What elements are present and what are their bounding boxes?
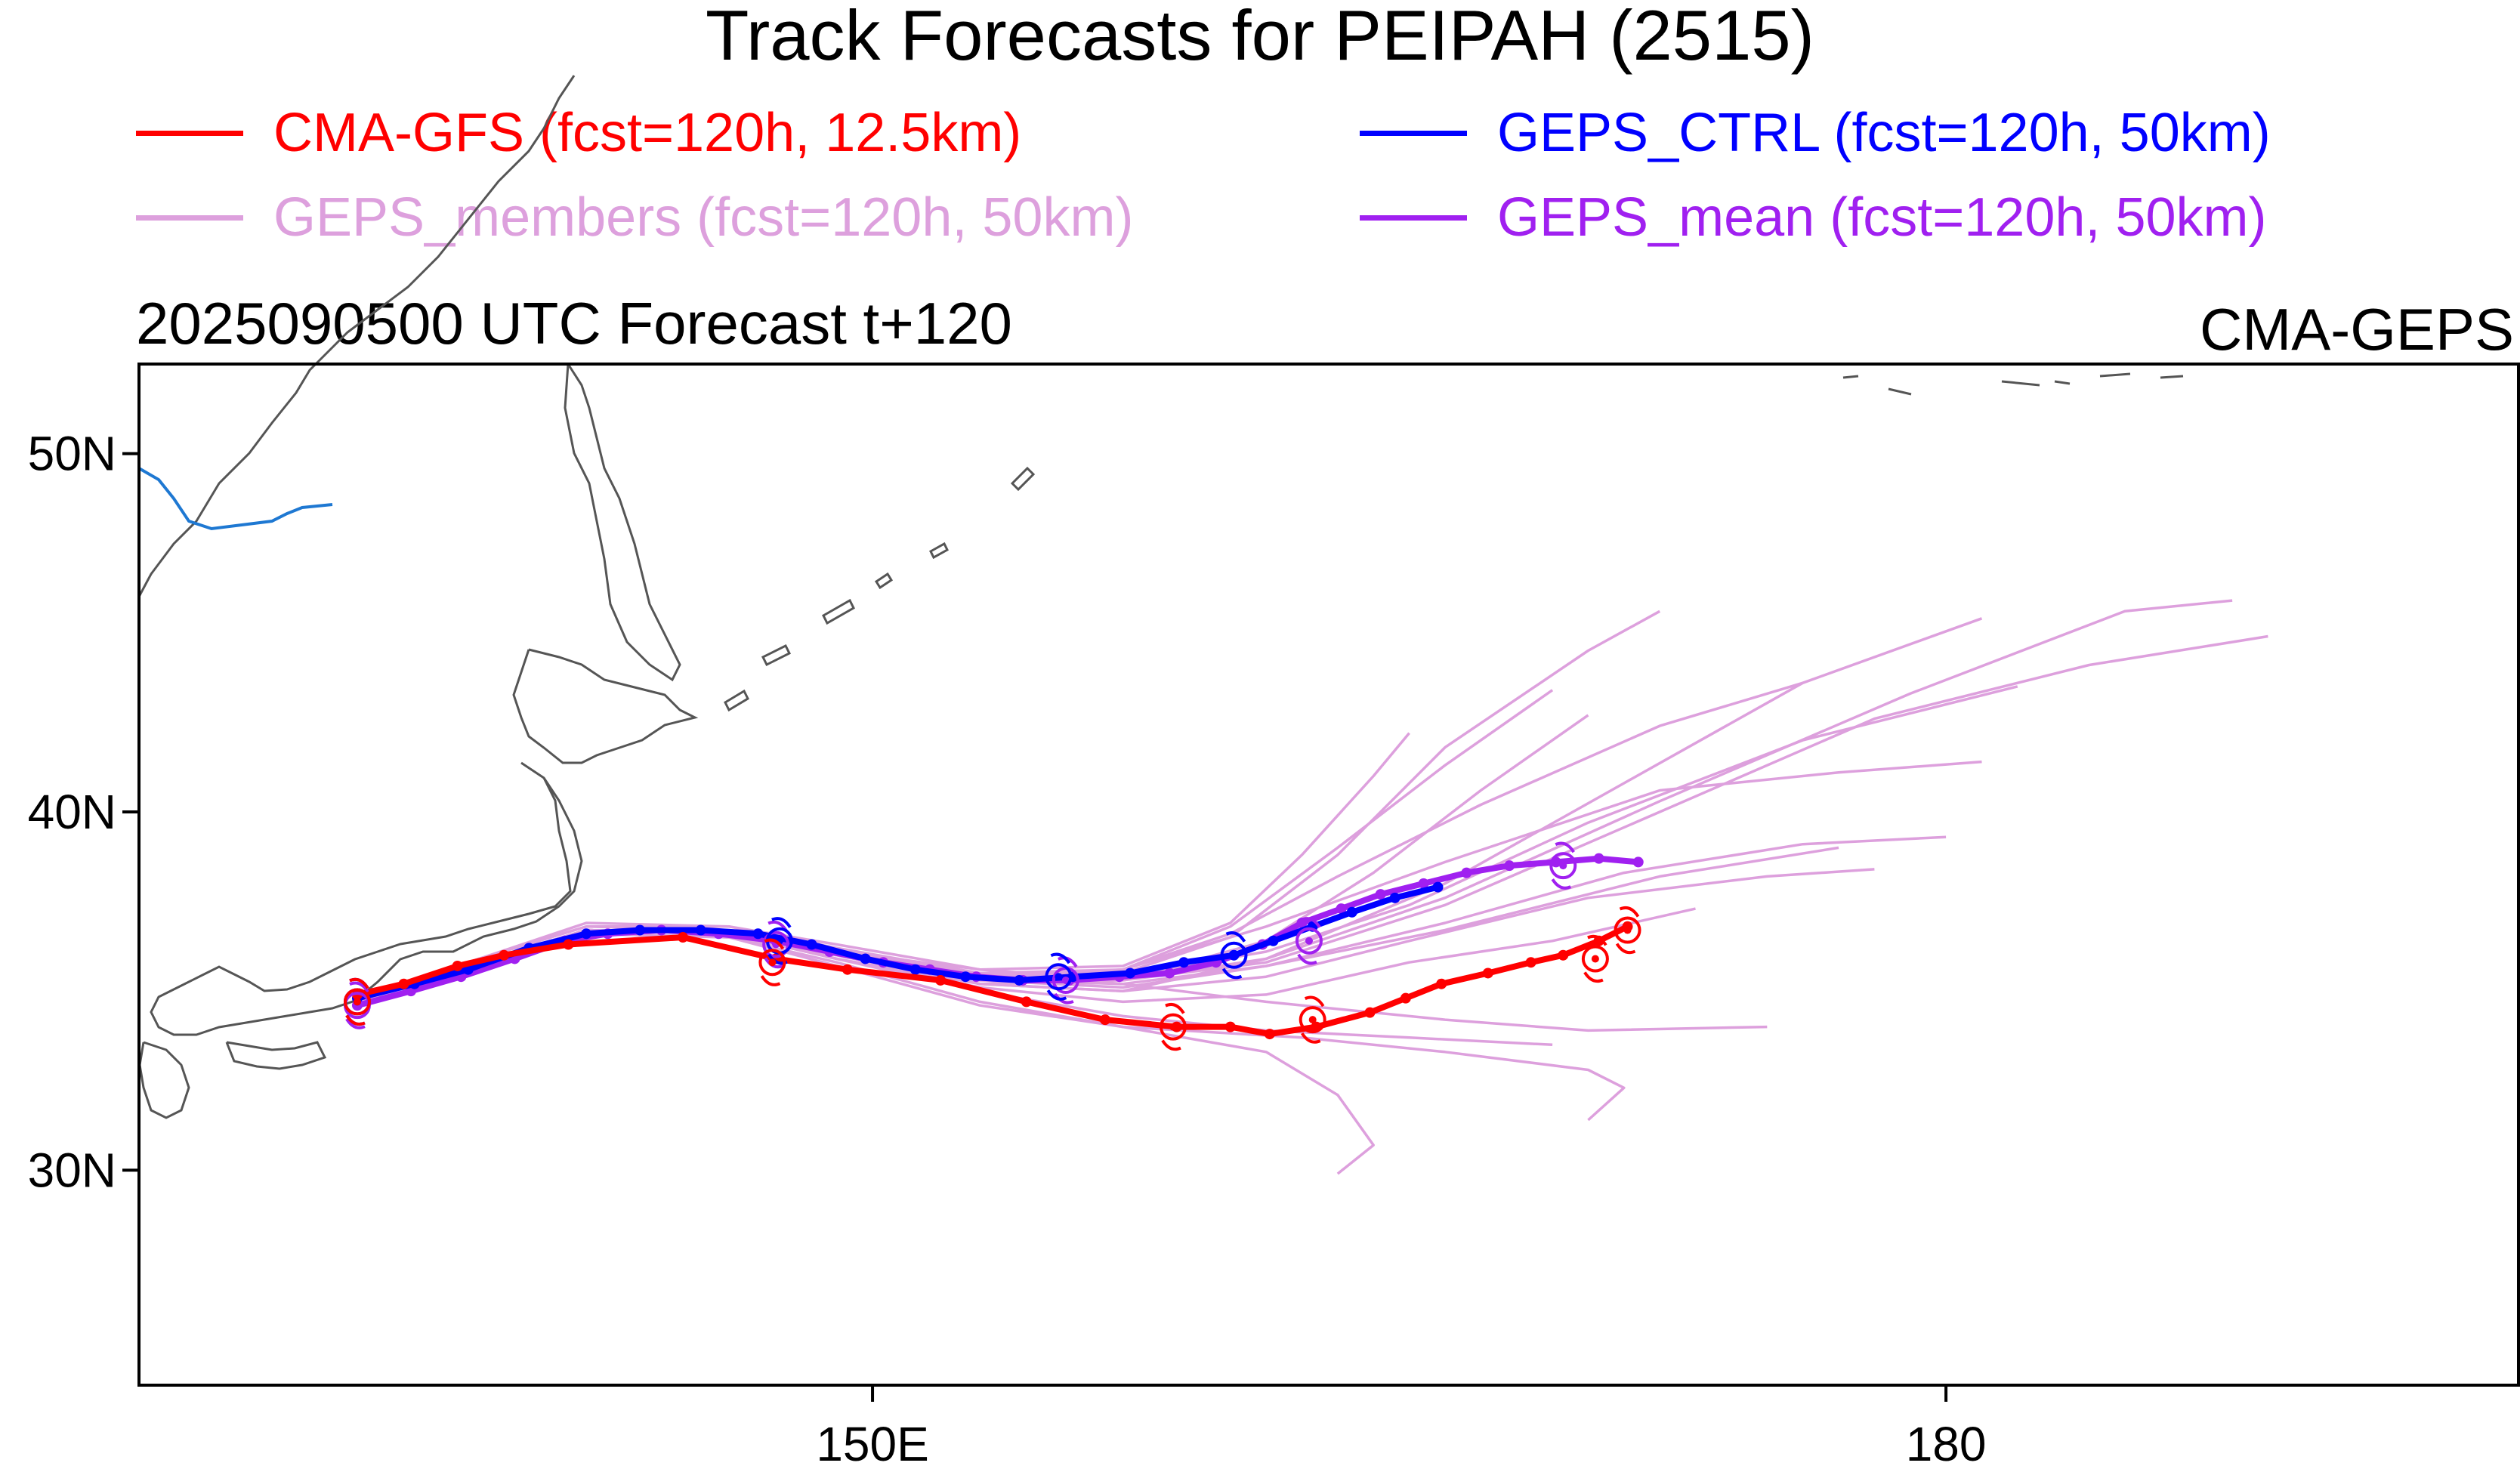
geps-member-track-12 (357, 714, 1589, 1004)
lon-tick-label-1: 180 (1906, 1417, 1987, 1469)
coastline-sakhalin (564, 363, 681, 682)
axis-ticks: 50N 40N 30N 150E 180 (28, 427, 1987, 1469)
coastline-kyushu (138, 1041, 190, 1119)
geps-member-track-3 (357, 681, 1804, 1004)
geps-members-layer (357, 599, 2268, 1175)
cma-gfs-track-point-13 (1224, 1021, 1236, 1032)
coastline-kuril-4 (874, 572, 894, 590)
geps-member-track-8 (357, 634, 2268, 1004)
lat-tick-label-2: 30N (28, 1143, 116, 1197)
geps-mean-typhoon-icon-4 (1295, 917, 1323, 965)
geps-mean-track-point-21 (1336, 903, 1347, 915)
coastline-shikoku (225, 1041, 327, 1070)
geps-member-track-18 (357, 689, 1554, 1004)
geps-ctrl-typhoon-icon-4 (1220, 931, 1248, 980)
cma-gfs-track-point-17 (1400, 992, 1411, 1004)
cma-gfs-track-point-11 (1099, 1014, 1110, 1026)
lon-tick-label-0: 150E (816, 1417, 928, 1469)
geps-ctrl-track-point-12 (960, 971, 971, 983)
coastline-honshu (150, 761, 583, 1036)
cma-gfs-track-point-18 (1436, 978, 1447, 989)
coastline-layer (137, 75, 2184, 1119)
model-label: CMA-GEPS (2199, 296, 2514, 363)
cma-gfs-typhoon-icon-4 (1299, 995, 1326, 1044)
coastline-aleutian (1842, 372, 2184, 396)
geps-ctrl-track-point-6 (635, 924, 646, 936)
coastline-kuril-3 (822, 598, 855, 625)
cma-gfs-track-point-20 (1525, 957, 1536, 968)
cma-gfs-track-point-6 (678, 932, 688, 943)
legend-geps-mean-label: GEPS_mean (fcst=120h, 50km) (1497, 187, 2267, 248)
geps-ctrl-track-line (356, 884, 1439, 1001)
cma-gfs-track-point-3 (452, 960, 463, 971)
legend-geps-members-label: GEPS_members (fcst=120h, 50km) (273, 187, 1134, 248)
coastline-mainland-north (137, 75, 576, 597)
legend-geps-ctrl: GEPS_CTRL (fcst=120h, 50km) (1360, 95, 2271, 171)
cma-gfs-typhoon-icon-1 (343, 977, 371, 1026)
geps-mean-track-point-25 (1504, 860, 1515, 872)
coastline-hokkaido (512, 648, 699, 764)
legend-cma-gfs: CMA-GFS (fcst=120h, 12.5km) (136, 95, 1021, 171)
coastline-kuril-1 (724, 689, 749, 712)
cma-gfs-track-point-2 (398, 978, 409, 989)
cma-gfs-typhoon-icon-2 (758, 938, 786, 986)
cma-gfs-typhoon-icon-5 (1581, 934, 1609, 983)
geps-member-track-4 (357, 685, 2018, 1004)
cma-gfs-track-point-21 (1558, 949, 1569, 961)
cma-gfs-typhoon-icon-3 (1159, 1002, 1187, 1051)
cma-gfs-typhoon-icon-6 (1614, 906, 1641, 955)
legend-geps-mean-swatch (1360, 214, 1467, 221)
geps-ctrl-track-point-8 (752, 928, 764, 940)
legend-geps-members: GEPS_members (fcst=120h, 50km) (136, 180, 1133, 255)
geps-ctrl-track-point-22 (1432, 881, 1444, 893)
coastline-kuril-2 (761, 643, 792, 667)
plot-frame (137, 363, 2520, 1387)
geps-mean-track-point-22 (1375, 889, 1386, 900)
typhoon-markers-layer (343, 841, 1641, 1051)
cma-gfs-track-point-5 (563, 939, 574, 950)
cma-gfs-track-point-16 (1364, 1007, 1376, 1018)
geps-ctrl-track-point-13 (1014, 974, 1025, 986)
geps-member-track-11 (357, 932, 1626, 1122)
geps-ctrl-track-point-18 (1268, 935, 1279, 946)
geps-ctrl-track-point-7 (695, 924, 706, 936)
geps-mean-typhoon-icon-5 (1549, 841, 1577, 890)
coastline-kuril-5 (929, 542, 949, 560)
geps-mean-track-point-23 (1418, 878, 1429, 889)
geps-mean-track-point-28 (1632, 856, 1644, 868)
geps-ctrl-track-point-9 (806, 939, 817, 950)
geps-mean-track-point-17 (1164, 968, 1175, 979)
geps-member-track-9 (357, 907, 1696, 1004)
geps-ctrl-track-point-15 (1125, 968, 1136, 979)
legend-geps-mean: GEPS_mean (fcst=120h, 50km) (1360, 180, 2266, 255)
map-title: Track Forecasts for PEIPAH (2515) (706, 0, 1814, 75)
legend-geps-members-swatch (136, 214, 243, 221)
cma-gfs-track-point-19 (1482, 968, 1493, 979)
river-amur (138, 467, 333, 531)
cma-gfs-track-point-14 (1264, 1029, 1275, 1040)
legend-geps-ctrl-label: GEPS_CTRL (fcst=120h, 50km) (1497, 103, 2271, 163)
geps-ctrl-track-point-10 (860, 953, 871, 964)
geps-ctrl-track-point-21 (1389, 892, 1401, 903)
coastline-kuril-6 (1010, 466, 1036, 492)
lat-tick-label-0: 50N (28, 427, 116, 481)
legend-cma-gfs-label: CMA-GFS (fcst=120h, 12.5km) (273, 103, 1022, 163)
geps-mean-track-point-27 (1593, 853, 1604, 864)
cma-gfs-track-point-8 (842, 964, 853, 975)
geps-ctrl-track-point-16 (1178, 957, 1190, 968)
legend-cma-gfs-swatch (136, 130, 243, 136)
geps-mean-track-point-20 (1296, 918, 1308, 929)
cma-gfs-track-point-10 (1021, 996, 1032, 1008)
legend-geps-ctrl-swatch (1360, 130, 1467, 136)
geps-ctrl-typhoon-icon-3 (1045, 952, 1073, 1001)
geps-ctrl-track-point-5 (581, 928, 592, 940)
cma-gfs-track-point-9 (935, 974, 947, 986)
cma-gfs-track-point-4 (499, 949, 510, 961)
lat-tick-label-1: 40N (28, 785, 116, 839)
forecast-time-label: 2025090500 UTC Forecast t+120 (136, 290, 1012, 356)
geps-ctrl-track-point-11 (909, 964, 921, 975)
geps-ctrl-track-point-20 (1346, 906, 1357, 918)
geps-mean-track-point-24 (1461, 867, 1472, 878)
